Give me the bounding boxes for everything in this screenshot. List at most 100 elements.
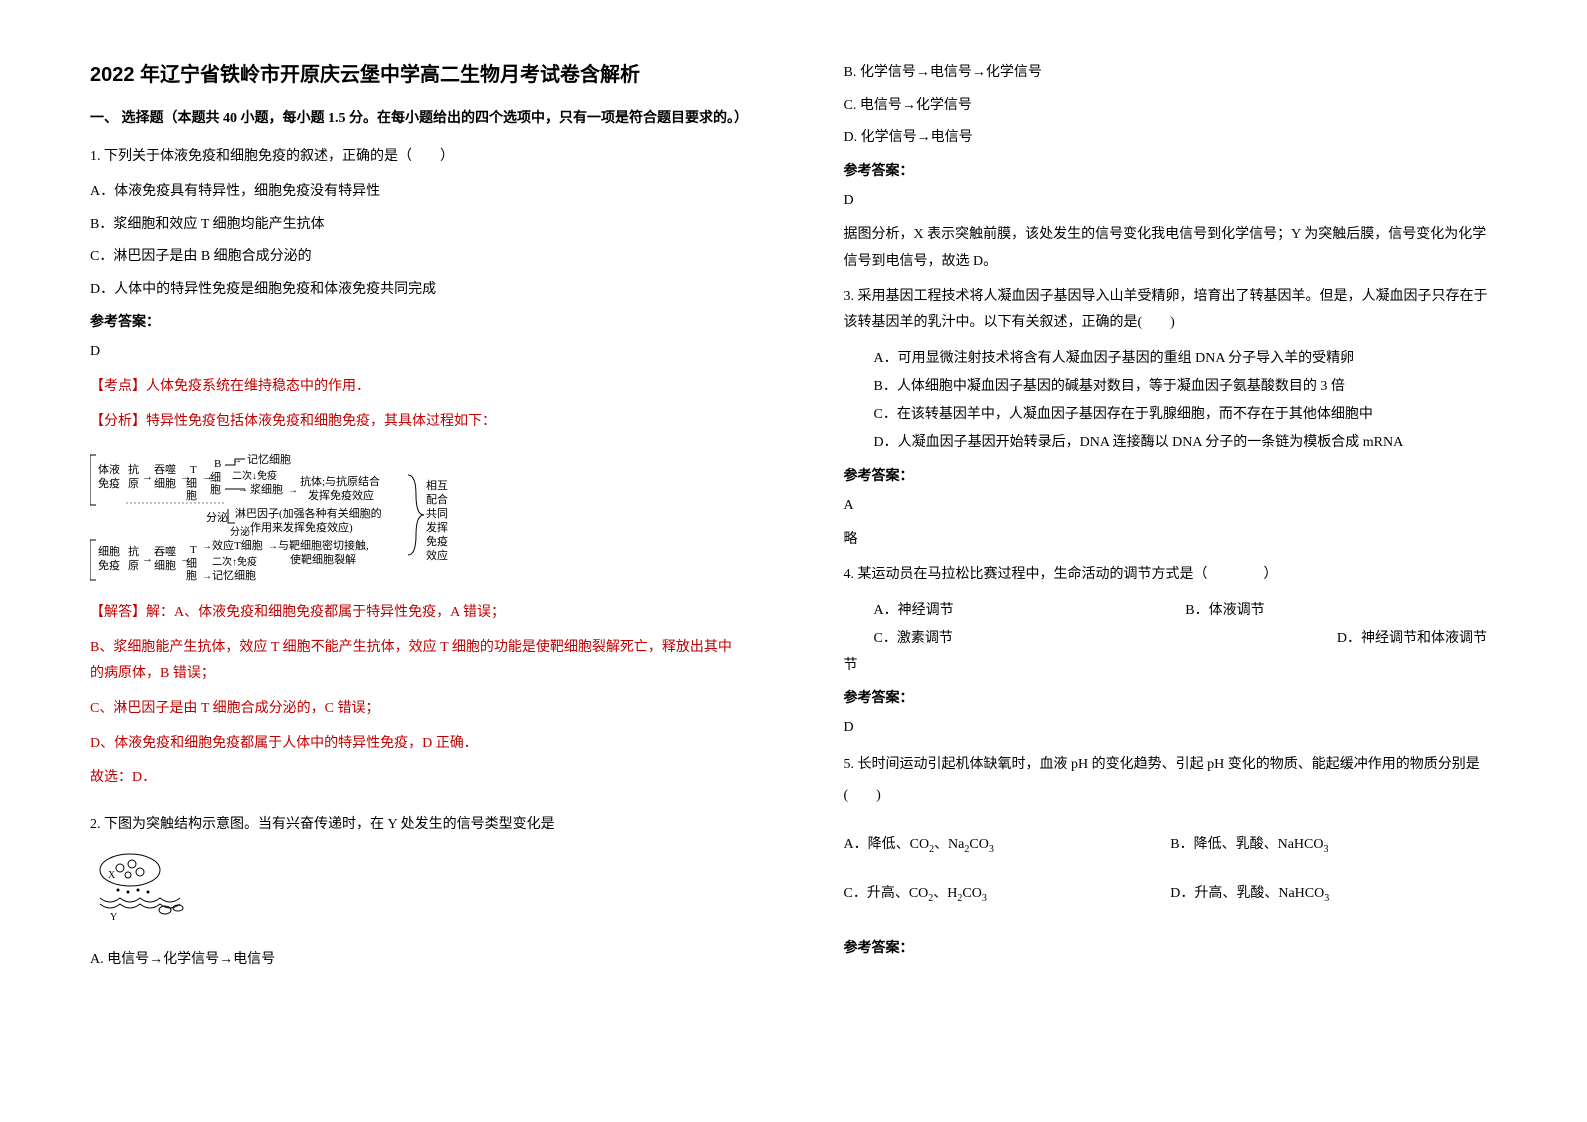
q2-option-b: B. 化学信号→电信号→化学信号	[844, 60, 1498, 87]
q5-option-b: B．降低、乳酸、NaHCO3	[1170, 831, 1497, 860]
q5-option-row1: A．降低、CO2、Na2CO3 B．降低、乳酸、NaHCO3	[844, 831, 1498, 860]
svg-text:作用来发挥免疫效应): 作用来发挥免疫效应)	[250, 520, 353, 534]
q3-option-b: B．人体细胞中凝血因子基因的碱基对数目，等于凝血因子氨基酸数目的 3 倍	[844, 373, 1498, 401]
q2-answer-label: 参考答案：	[844, 160, 1498, 180]
exam-title: 2022 年辽宁省铁岭市开原庆云堡中学高二生物月考试卷含解析	[90, 60, 744, 90]
svg-text:免疫: 免疫	[426, 534, 448, 548]
svg-text:与靶细胞密切接触,: 与靶细胞密切接触,	[278, 538, 369, 552]
svg-text:→: →	[142, 553, 153, 565]
q2-option-c: C. 电信号→化学信号	[844, 93, 1498, 120]
svg-text:→: →	[268, 541, 278, 552]
svg-text:→: →	[288, 485, 298, 496]
svg-text:细胞: 细胞	[154, 477, 176, 490]
svg-text:胞: 胞	[210, 483, 221, 496]
q1-option-d: D．人体中的特异性免疫是细胞免疫和体液免疫共同完成	[90, 277, 744, 304]
svg-text:→: →	[202, 571, 212, 582]
q2-stem: 2. 下图为突触结构示意图。当有兴奋传递时，在 Y 处发生的信号类型变化是	[90, 812, 744, 839]
q1-jieda-4: 故选：D．	[90, 765, 744, 792]
svg-text:B: B	[214, 458, 221, 470]
q3-answer: A	[844, 493, 1498, 520]
q3-option-c: C．在该转基因羊中，人凝血因子基因存在于乳腺细胞，而不存在于其他体细胞中	[844, 401, 1498, 429]
q5-option-a: A．降低、CO2、Na2CO3	[844, 831, 1171, 860]
q1-jieda-2: C、淋巴因子是由 T 细胞合成分泌的，C 错误；	[90, 696, 744, 723]
q2-explain: 据图分析，X 表示突触前膜，该处发生的信号变化我电信号到化学信号；Y 为突触后膜…	[844, 222, 1498, 275]
q5-option-d: D．升高、乳酸、NaHCO3	[1170, 880, 1497, 909]
svg-text:→: →	[142, 471, 153, 483]
svg-text:Y: Y	[110, 912, 117, 923]
q2-answer: D	[844, 188, 1498, 215]
svg-text:淋巴因子(加强各种有关细胞的: 淋巴因子(加强各种有关细胞的	[235, 506, 382, 520]
q5-stem: 5. 长时间运动引起机体缺氧时，血液 pH 的变化趋势、引起 pH 变化的物质、…	[844, 750, 1498, 812]
q1-answer: D	[90, 339, 744, 366]
q1-option-a: A．体液免疫具有特异性，细胞免疫没有特异性	[90, 179, 744, 206]
q1-option-c: C．淋巴因子是由 B 细胞合成分泌的	[90, 244, 744, 271]
svg-text:T: T	[190, 464, 197, 476]
q1-stem: 1. 下列关于体液免疫和细胞免疫的叙述，正确的是（ ）	[90, 144, 744, 171]
svg-text:抗: 抗	[128, 544, 139, 558]
svg-text:浆细胞: 浆细胞	[250, 482, 283, 496]
q1-answer-label: 参考答案：	[90, 311, 744, 331]
q1-flowchart: 体液 免疫 抗 原 → 吞噬 细胞 → T 细 胞 → B 细 胞 → 记忆细胞…	[90, 445, 744, 590]
svg-text:记忆细胞: 记忆细胞	[247, 453, 291, 466]
q4-option-c: C．激素调节	[844, 625, 1181, 653]
svg-text:抗体;与抗原结合: 抗体;与抗原结合	[300, 474, 380, 488]
svg-text:原: 原	[128, 478, 139, 490]
q1-option-b: B．浆细胞和效应 T 细胞均能产生抗体	[90, 212, 744, 239]
q4-option-a: A．神经调节	[844, 597, 1186, 625]
q5-answer-label: 参考答案：	[844, 937, 1498, 957]
svg-text:记忆细胞: 记忆细胞	[212, 569, 256, 582]
q4-answer-label: 参考答案：	[844, 687, 1498, 707]
q3-answer-label: 参考答案：	[844, 465, 1498, 485]
svg-text:→: →	[238, 484, 248, 495]
q2-option-a: A. 电信号→化学信号→电信号	[90, 947, 744, 974]
q4-option-row2: C．激素调节 D．神经调节和体液调节	[844, 625, 1498, 653]
svg-text:效应: 效应	[426, 548, 448, 562]
right-column: B. 化学信号→电信号→化学信号 C. 电信号→化学信号 D. 化学信号→电信号…	[794, 0, 1587, 1122]
svg-text:细: 细	[186, 557, 197, 570]
q4-option-row1: A．神经调节 B．体液调节	[844, 597, 1498, 625]
svg-text:→: →	[202, 541, 212, 552]
q1-fenxi: 【分析】特异性免疫包括体液免疫和细胞免疫，其具体过程如下：	[90, 409, 744, 436]
svg-text:原: 原	[128, 560, 139, 572]
svg-text:发挥: 发挥	[426, 520, 448, 534]
svg-text:相互: 相互	[426, 479, 448, 492]
q4-stem: 4. 某运动员在马拉松比赛过程中，生命活动的调节方式是（ ）	[844, 562, 1498, 589]
svg-text:吞噬: 吞噬	[154, 544, 176, 558]
svg-text:分泌↑: 分泌↑	[230, 525, 255, 538]
q2-synapse-diagram: X Y	[90, 848, 190, 933]
svg-text:分泌: 分泌	[206, 511, 228, 524]
svg-text:发挥免疫效应: 发挥免疫效应	[308, 488, 374, 502]
q3-option-a: A．可用显微注射技术将含有人凝血因子基因的重组 DNA 分子导入羊的受精卵	[844, 345, 1498, 373]
q1-jieda-1: B、浆细胞能产生抗体，效应 T 细胞不能产生抗体，效应 T 细胞的功能是使靶细胞…	[90, 635, 744, 688]
q4-option-d: D．神经调节和体液调节	[1180, 625, 1497, 653]
svg-text:→: →	[232, 455, 242, 466]
q4-option-b: B．体液调节	[1185, 597, 1497, 625]
q3-stem: 3. 采用基因工程技术将人凝血因子基因导入山羊受精卵，培育出了转基因羊。但是，人…	[844, 284, 1498, 337]
svg-text:细胞: 细胞	[154, 559, 176, 572]
q5-option-c: C．升高、CO2、H2CO3	[844, 880, 1171, 909]
q3-option-d: D．人凝血因子基因开始转录后，DNA 连接酶以 DNA 分子的一条链为模板合成 …	[844, 429, 1498, 457]
q4-option-d-tail: 节	[844, 653, 1498, 680]
svg-text:配合: 配合	[426, 492, 448, 506]
svg-text:胞: 胞	[186, 569, 197, 582]
svg-text:T: T	[190, 544, 197, 556]
svg-text:使靶细胞裂解: 使靶细胞裂解	[290, 552, 356, 566]
q4-answer: D	[844, 715, 1498, 742]
q1-jieda-3: D、体液免疫和细胞免疫都属于人体中的特异性免疫，D 正确．	[90, 731, 744, 758]
q1-jieda-0: 【解答】解：A、体液免疫和细胞免疫都属于特异性免疫，A 错误；	[90, 600, 744, 627]
left-column: 2022 年辽宁省铁岭市开原庆云堡中学高二生物月考试卷含解析 一、 选择题（本题…	[0, 0, 794, 1122]
svg-text:效应T细胞: 效应T细胞	[212, 538, 263, 552]
svg-text:二次↑免疫: 二次↑免疫	[212, 555, 257, 568]
q2-option-d: D. 化学信号→电信号	[844, 125, 1498, 152]
svg-text:共同: 共同	[426, 507, 448, 520]
q1-kaodian: 【考点】人体免疫系统在维持稳态中的作用．	[90, 374, 744, 401]
svg-text:免疫: 免疫	[98, 476, 120, 490]
svg-text:免疫: 免疫	[98, 558, 120, 572]
svg-text:抗: 抗	[128, 462, 139, 476]
svg-text:细胞: 细胞	[98, 545, 120, 558]
svg-text:细: 细	[186, 477, 197, 490]
svg-text:X: X	[108, 870, 116, 881]
svg-text:胞: 胞	[186, 489, 197, 502]
q3-explain: 略	[844, 527, 1498, 554]
q5-option-row2: C．升高、CO2、H2CO3 D．升高、乳酸、NaHCO3	[844, 880, 1498, 909]
